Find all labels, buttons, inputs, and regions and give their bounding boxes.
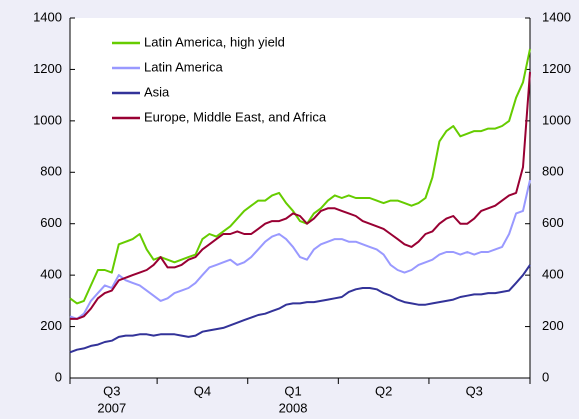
legend-label: Latin America (144, 59, 224, 74)
legend-label: Asia (144, 84, 170, 99)
y2-tick-label: 400 (542, 267, 564, 282)
x-year-label: 2007 (97, 400, 126, 415)
legend-label: Europe, Middle East, and Africa (144, 109, 327, 124)
x-tick-label: Q1 (284, 383, 301, 398)
series-line (69, 48, 531, 305)
y2-tick-label: 1000 (542, 112, 571, 127)
y2-tick-label: 800 (542, 164, 564, 179)
x-tick-label: Q3 (466, 383, 483, 398)
y-tick-label: 400 (40, 267, 62, 282)
y-tick-label: 1000 (33, 112, 62, 127)
x-tick-label: Q2 (375, 383, 392, 398)
legend-label: Latin America, high yield (144, 34, 285, 49)
y-tick-label: 200 (40, 318, 62, 333)
y-tick-label: 1400 (33, 9, 62, 24)
series-line (69, 264, 531, 354)
y2-tick-label: 200 (542, 318, 564, 333)
y2-tick-label: 600 (542, 215, 564, 230)
y-tick-label: 800 (40, 164, 62, 179)
y2-tick-label: 1400 (542, 9, 571, 24)
y-tick-label: 0 (55, 369, 62, 384)
y2-tick-label: 1200 (542, 61, 571, 76)
y-tick-label: 600 (40, 215, 62, 230)
plot-area (70, 18, 530, 378)
x-tick-label: Q3 (103, 383, 120, 398)
x-year-label: 2008 (279, 400, 308, 415)
series-line (69, 179, 531, 320)
x-tick-label: Q4 (194, 383, 211, 398)
series-line (70, 71, 531, 320)
y-tick-label: 1200 (33, 61, 62, 76)
y2-tick-label: 0 (542, 369, 549, 384)
